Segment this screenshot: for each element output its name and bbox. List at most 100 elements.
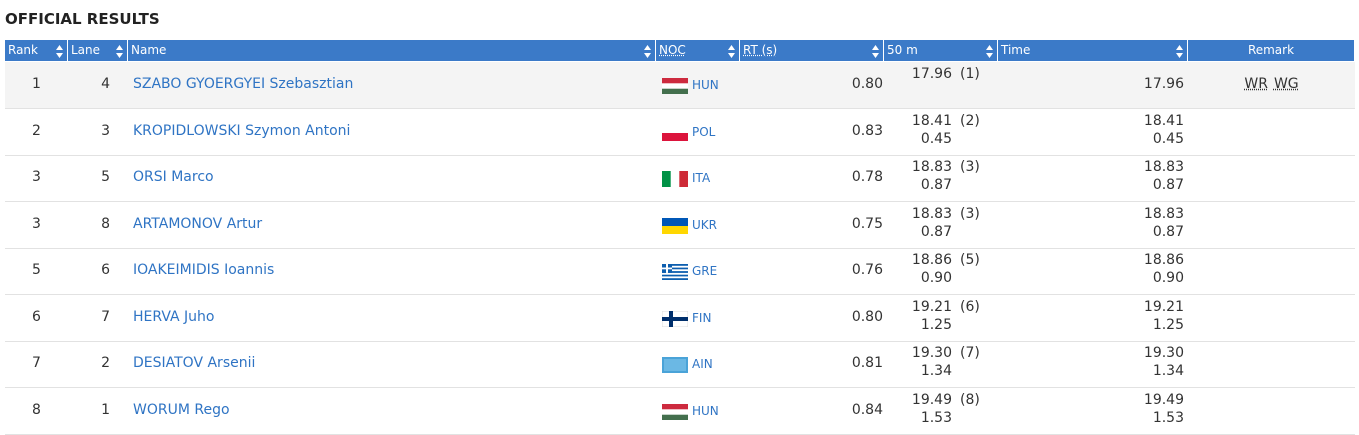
header-label: NOC: [659, 43, 686, 57]
noc-code[interactable]: GRE: [692, 264, 718, 278]
column-header[interactable]: Lane: [68, 40, 128, 61]
noc-code[interactable]: UKR: [692, 217, 717, 232]
split-behind: 0.45: [920, 130, 952, 147]
rank: 6: [32, 308, 41, 325]
split-time: 18.86: [911, 252, 952, 268]
noc-code[interactable]: HUN: [692, 403, 719, 418]
athlete-name[interactable]: WORUM Rego: [133, 401, 230, 418]
noc-code[interactable]: POL: [692, 124, 716, 139]
athlete-name[interactable]: DESIATOV Arsenii: [133, 355, 256, 371]
athlete-name[interactable]: KROPIDLOWSKI Szymon Antoni: [133, 122, 351, 139]
flag-icon: [661, 310, 689, 327]
rank: 5: [32, 262, 41, 278]
lane: 1: [101, 401, 110, 418]
column-header[interactable]: NOC: [656, 40, 740, 61]
sort-icon[interactable]: [986, 44, 993, 58]
table-header: Rank Lane Name NOC RT (s) 50 m Time Remark: [5, 40, 1355, 61]
split-time: 18.83: [911, 159, 952, 175]
result-row: 5 6 IOAKEIMIDIS Ioannis GRE 0.76 18.86 (5) 0.90…: [5, 248, 1355, 295]
final-time: 19.30: [1143, 345, 1184, 361]
rank: 7: [32, 355, 41, 371]
reaction-time: 0.78: [851, 169, 883, 185]
column-header[interactable]: 50 m: [884, 40, 998, 61]
header-label: Rank: [8, 43, 38, 57]
final-time: 18.86: [1143, 252, 1184, 268]
sort-icon[interactable]: [116, 44, 123, 58]
sort-icon[interactable]: [1176, 44, 1183, 58]
noc-code[interactable]: ITA: [692, 171, 711, 185]
lane: 4: [101, 76, 110, 92]
final-time: 19.49: [1143, 391, 1184, 408]
split-behind: 1.34: [920, 363, 952, 379]
time-behind: 1.34: [1152, 363, 1184, 379]
final-time: 18.83: [1143, 159, 1184, 175]
header-label: Name: [131, 43, 167, 57]
rank: 3: [32, 169, 41, 185]
flag-icon: [662, 171, 688, 187]
lane: 2: [101, 355, 110, 371]
final-time: 19.21: [1143, 298, 1184, 315]
lane: 3: [101, 122, 110, 139]
athlete-name[interactable]: IOAKEIMIDIS Ioannis: [133, 262, 275, 278]
result-row: 8 1 WORUM Rego HUN 0.84 19.49 (8) 1.53 19.49 1.53: [5, 388, 1355, 435]
noc-code[interactable]: HUN: [692, 78, 719, 92]
sort-icon[interactable]: [644, 44, 651, 58]
reaction-time: 0.80: [851, 308, 883, 325]
lane: 5: [101, 169, 110, 185]
split-time: 19.21: [911, 298, 952, 315]
time-behind: 1.53: [1152, 409, 1184, 426]
rank: 2: [32, 122, 41, 139]
split-time: 18.83: [911, 205, 952, 222]
split-time: 18.41: [911, 112, 952, 129]
split-behind: 0.87: [920, 223, 952, 240]
noc-code[interactable]: AIN: [692, 357, 713, 371]
noc-code[interactable]: FIN: [692, 310, 712, 325]
header-label: Remark: [1247, 43, 1295, 57]
column-header: Remark: [1188, 40, 1355, 61]
split-behind: 0.87: [920, 177, 952, 193]
final-time: 17.96: [1143, 76, 1184, 92]
split-behind: 1.53: [920, 409, 952, 426]
result-row: 7 2 DESIATOV Arsenii AIN 0.81 19.30 (7) 1.34 19.…: [5, 341, 1355, 388]
column-header[interactable]: Rank: [5, 40, 68, 61]
remark-code: WR: [1244, 76, 1268, 92]
split-place: (1): [960, 66, 980, 82]
split-behind: 1.25: [920, 316, 952, 333]
header-label: Time: [1001, 43, 1031, 57]
time-behind: 0.87: [1152, 223, 1184, 240]
athlete-name[interactable]: ORSI Marco: [133, 169, 214, 185]
split-place: (7): [960, 345, 980, 361]
reaction-time: 0.75: [851, 215, 883, 232]
reaction-time: 0.81: [851, 355, 883, 371]
athlete-name[interactable]: SZABO GYOERGYEI Szebasztian: [133, 76, 354, 92]
time-behind: 0.45: [1152, 130, 1184, 147]
reaction-time: 0.84: [851, 401, 883, 418]
lane: 7: [101, 308, 110, 325]
flag-icon: [662, 78, 688, 94]
reaction-time: 0.80: [851, 76, 883, 92]
column-header[interactable]: RT (s): [740, 40, 884, 61]
column-header[interactable]: Time: [998, 40, 1188, 61]
header-label: 50 m: [887, 43, 918, 57]
split-place: (3): [960, 159, 980, 175]
split-time: 19.49: [911, 391, 952, 408]
rank: 8: [32, 401, 41, 418]
sort-icon[interactable]: [872, 44, 879, 58]
rank: 1: [32, 76, 41, 92]
flag-icon: [662, 357, 688, 373]
result-row: 3 8 ARTAMONOV Artur UKR 0.75 18.83 (3) 0.87 18.8…: [5, 202, 1355, 249]
column-header[interactable]: Name: [128, 40, 656, 61]
page-title: OFFICIAL RESULTS: [5, 10, 160, 28]
flag-icon: [662, 124, 688, 141]
final-time: 18.41: [1143, 112, 1184, 129]
reaction-time: 0.83: [851, 122, 883, 139]
sort-icon[interactable]: [728, 44, 735, 58]
athlete-name[interactable]: ARTAMONOV Artur: [133, 215, 263, 232]
split-place: (3): [960, 205, 980, 222]
time-behind: 1.25: [1152, 316, 1184, 333]
athlete-name[interactable]: HERVA Juho: [133, 308, 215, 325]
split-place: (6): [960, 298, 980, 315]
result-row: 3 5 ORSI Marco ITA 0.78 18.83 (3) 0.87 18.83 0.87: [5, 155, 1355, 202]
sort-icon[interactable]: [56, 44, 63, 58]
